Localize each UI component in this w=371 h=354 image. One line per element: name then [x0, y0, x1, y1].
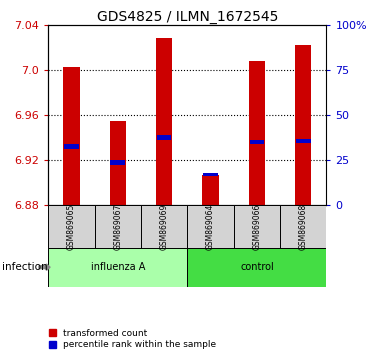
Text: GSM869064: GSM869064 — [206, 203, 215, 250]
FancyBboxPatch shape — [234, 205, 280, 248]
Bar — [63, 67, 79, 205]
Bar — [296, 139, 311, 143]
FancyBboxPatch shape — [141, 205, 187, 248]
Text: GSM869068: GSM869068 — [299, 203, 308, 250]
Text: GSM869065: GSM869065 — [67, 203, 76, 250]
Bar — [111, 160, 125, 165]
FancyBboxPatch shape — [48, 248, 187, 287]
Legend: transformed count, percentile rank within the sample: transformed count, percentile rank withi… — [49, 329, 217, 349]
Bar — [250, 140, 264, 144]
FancyBboxPatch shape — [187, 205, 234, 248]
FancyBboxPatch shape — [48, 205, 95, 248]
Bar — [110, 121, 126, 205]
Bar — [64, 144, 79, 149]
FancyBboxPatch shape — [187, 248, 326, 287]
Text: control: control — [240, 262, 274, 272]
Text: GSM869067: GSM869067 — [113, 203, 122, 250]
FancyBboxPatch shape — [95, 205, 141, 248]
Text: GSM869069: GSM869069 — [160, 203, 169, 250]
Bar — [295, 45, 311, 205]
Text: influenza A: influenza A — [91, 262, 145, 272]
Bar — [203, 173, 218, 176]
Bar — [157, 135, 171, 140]
FancyBboxPatch shape — [280, 205, 326, 248]
Text: infection: infection — [2, 262, 47, 272]
Bar — [203, 175, 219, 205]
Text: GSM869066: GSM869066 — [252, 203, 262, 250]
Title: GDS4825 / ILMN_1672545: GDS4825 / ILMN_1672545 — [97, 10, 278, 24]
Bar — [156, 38, 172, 205]
Bar — [249, 61, 265, 205]
